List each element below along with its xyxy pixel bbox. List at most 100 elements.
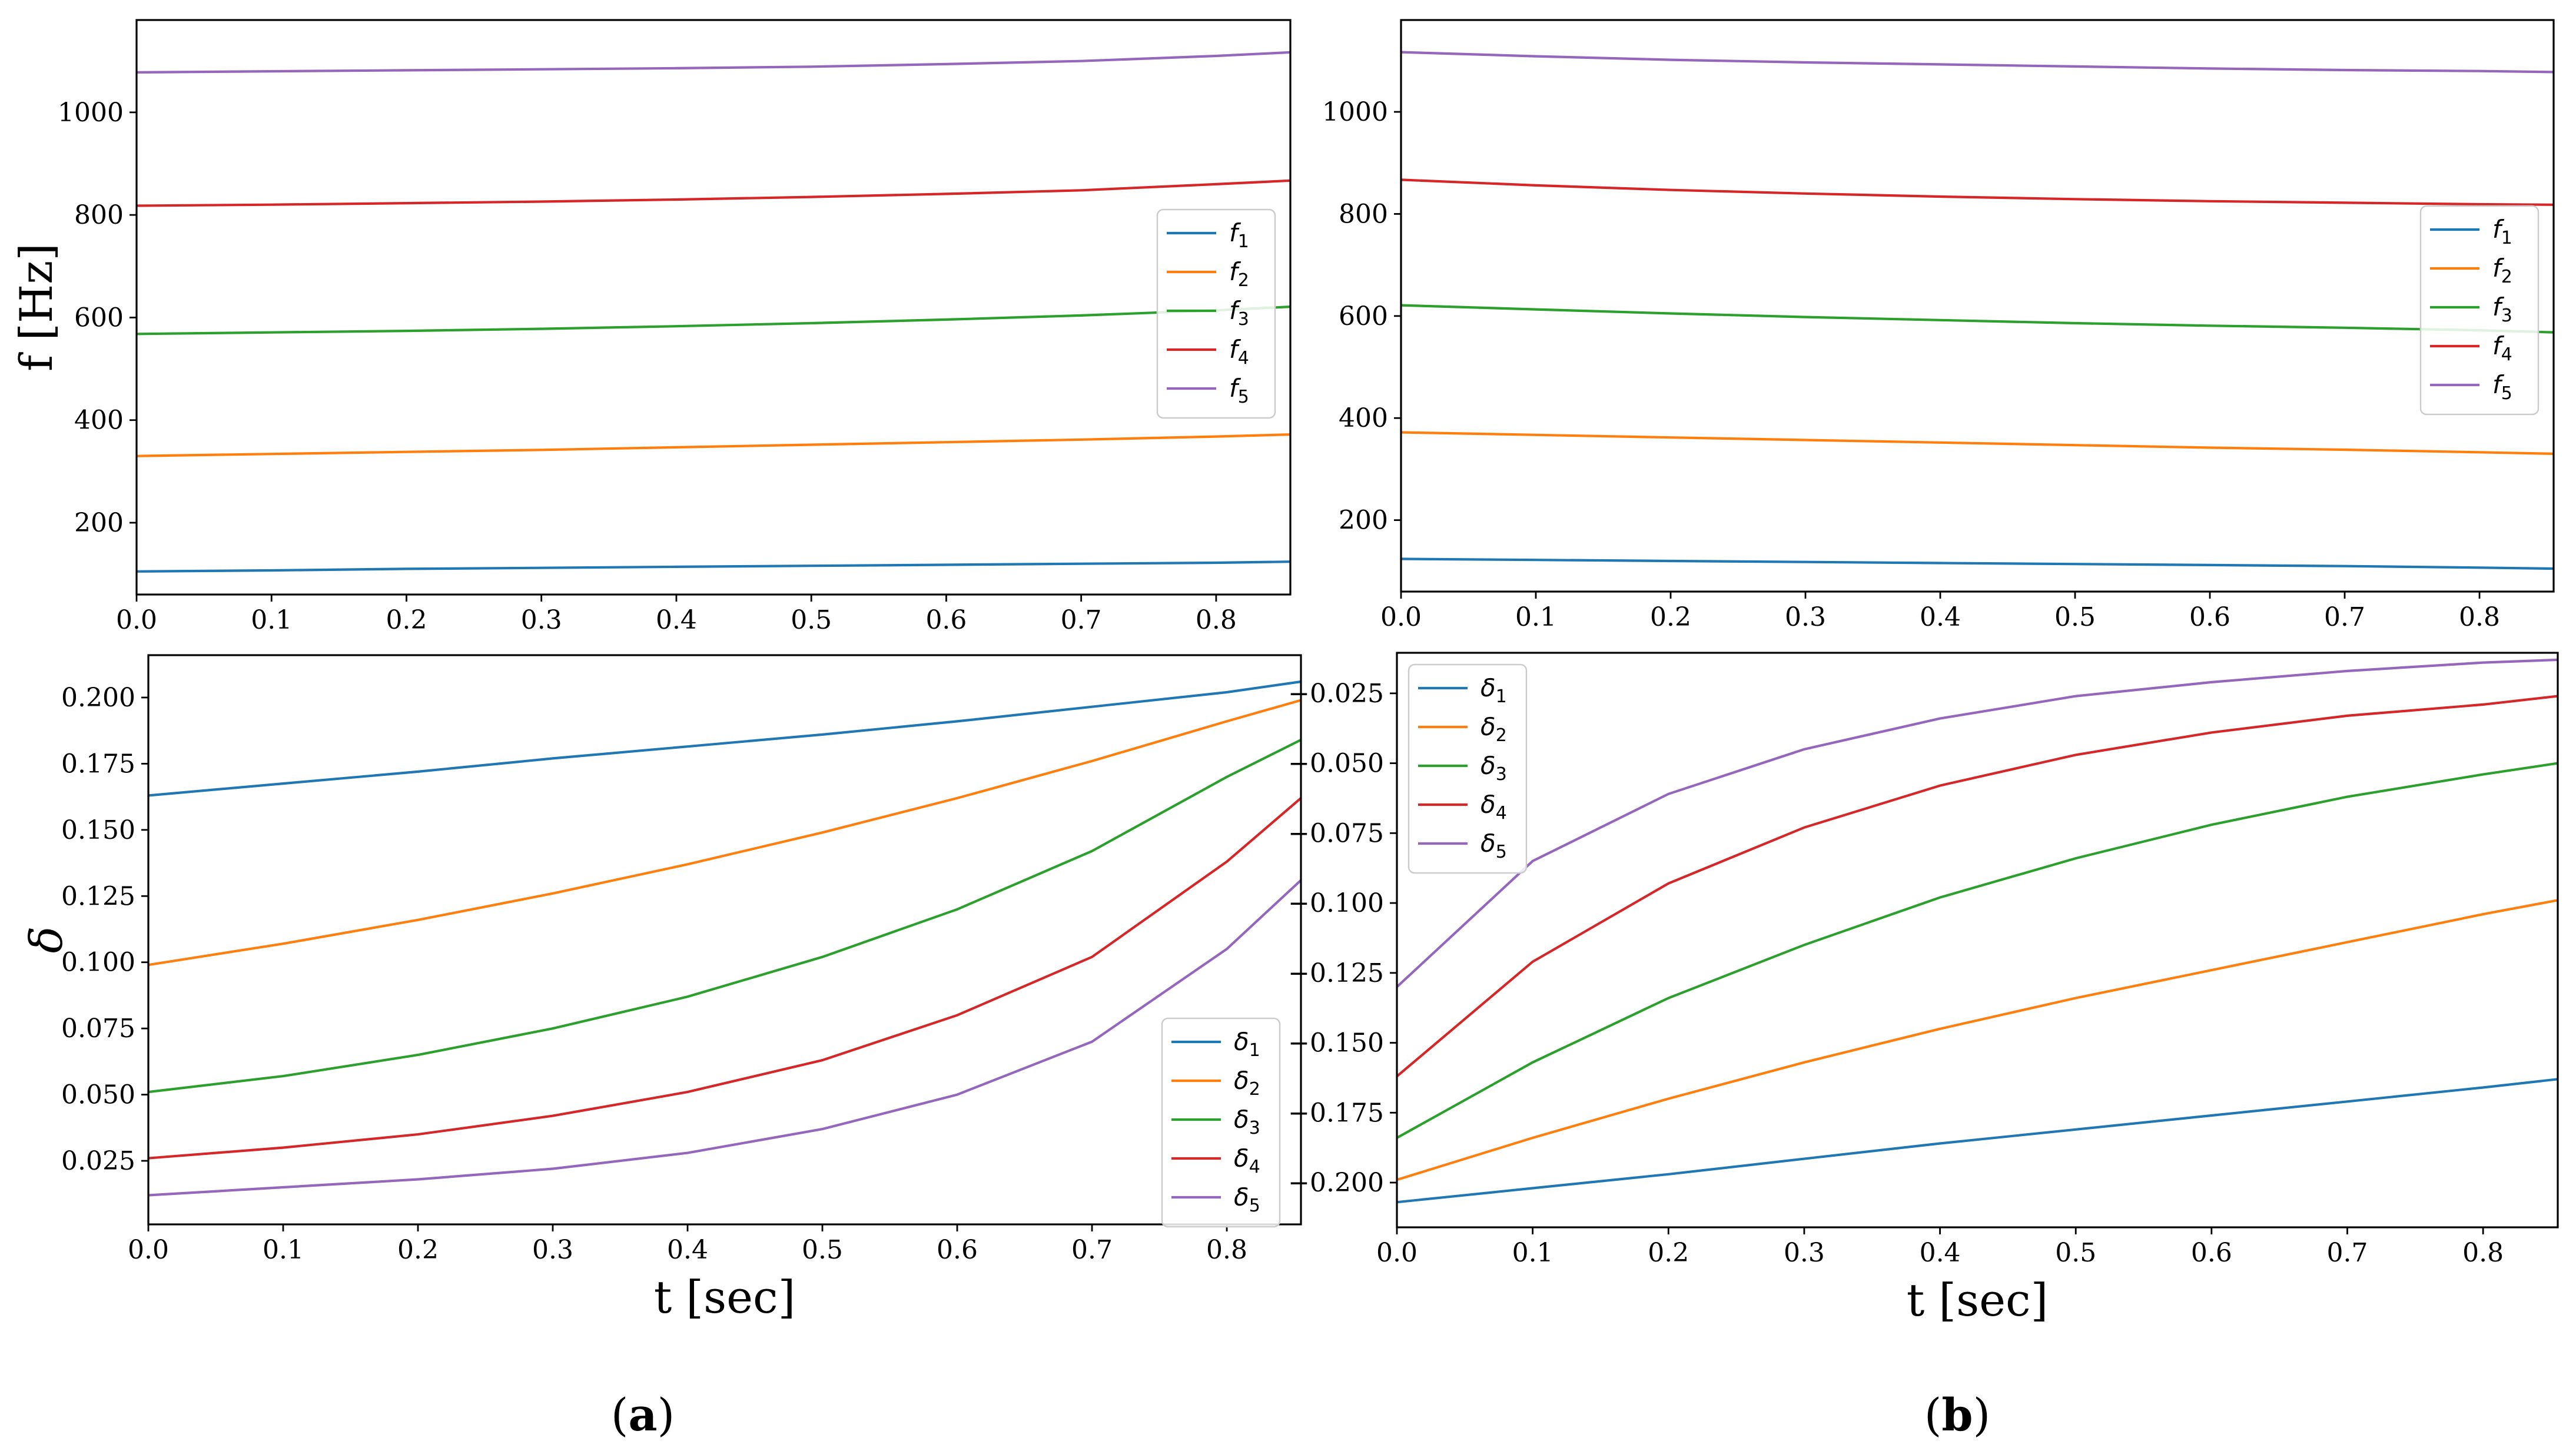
y-axis-label: δ — [20, 927, 72, 954]
y-tick-label: 0.125 — [61, 881, 135, 911]
y-axis-label: f [Hz] — [10, 243, 62, 371]
y-tick-label: 1000 — [58, 98, 124, 128]
y-tick-label: −0.025 — [1288, 679, 1384, 709]
x-tick-label: 0.3 — [532, 1235, 573, 1265]
y-tick-label: 0.175 — [61, 749, 135, 779]
x-tick-label: 0.7 — [1071, 1235, 1113, 1265]
legend-box — [2419, 205, 2540, 416]
y-tick-label: −0.200 — [1288, 1168, 1384, 1198]
x-tick-label: 0.0 — [1380, 602, 1422, 632]
y-tick-label: 0.200 — [61, 683, 135, 713]
series-line-b-delta-3 — [1396, 762, 2558, 1139]
x-tick-label: 0.5 — [2054, 602, 2096, 632]
series-line-b-delta-4 — [1396, 695, 2558, 1078]
series-line-b-delta-5 — [1396, 658, 2558, 988]
x-tick-label: 0.1 — [1512, 1238, 1553, 1268]
x-tick-label: 0.1 — [1515, 602, 1556, 632]
x-tick-label: 0.2 — [397, 1235, 439, 1265]
series-line-b-freq-2 — [1400, 431, 2554, 455]
series-line-a-freq-2 — [136, 433, 1291, 457]
y-tick-label: −0.050 — [1288, 749, 1384, 779]
caption-b-letter: b — [1941, 1389, 1973, 1441]
y-tick-label: 400 — [74, 406, 124, 436]
series-line-a-freq-3 — [136, 306, 1291, 336]
x-tick-label: 0.6 — [2189, 602, 2230, 632]
panel-a-freq: 0.0 0.1 0.2 0.3 0.4 0.5 0.6 0.7 0.8 200 400 600 800 1… — [10, 19, 1292, 635]
y-tick-label: 0.075 — [61, 1014, 135, 1044]
x-tick-label: 0.6 — [925, 605, 967, 635]
series-line-a-delta-4 — [148, 797, 1302, 1160]
series-line-b-freq-1 — [1400, 557, 2554, 570]
x-tick-label: 0.2 — [1648, 1238, 1689, 1268]
y-tick-label: −0.175 — [1288, 1098, 1384, 1128]
y-tick-label: 0.050 — [61, 1080, 135, 1110]
series-line-a-delta-5 — [148, 879, 1302, 1197]
y-tick-label: 800 — [1339, 199, 1388, 229]
legend-label: δ5 — [1480, 829, 1507, 862]
y-tick-label: 200 — [1339, 506, 1388, 536]
x-tick-label: 0.8 — [2462, 1238, 2504, 1268]
x-tick-label: 0.3 — [521, 605, 562, 635]
x-tick-label: 0.7 — [1061, 605, 1102, 635]
y-tick-label: 1000 — [1322, 97, 1388, 127]
legend-box — [1407, 663, 1528, 874]
x-tick-label: 0.4 — [667, 1235, 708, 1265]
x-tick-label: 0.4 — [1920, 1238, 1961, 1268]
x-tick-label: 0.5 — [791, 605, 832, 635]
x-tick-label: 0.4 — [656, 605, 697, 635]
series-line-b-freq-4 — [1400, 178, 2554, 206]
plot-frame — [147, 654, 1302, 1226]
x-tick-label: 0.7 — [2327, 1238, 2368, 1268]
x-tick-label: 0.3 — [1785, 602, 1826, 632]
x-tick-label: 0.0 — [128, 1235, 169, 1265]
series-line-a-delta-2 — [148, 699, 1302, 967]
x-tick-label: 0.0 — [116, 605, 157, 635]
x-tick-label: 0.2 — [1650, 602, 1691, 632]
plot-frame — [1396, 652, 2559, 1228]
x-tick-label: 0.8 — [1206, 1235, 1247, 1265]
x-tick-label: 0.8 — [2459, 602, 2500, 632]
series-line-a-delta-1 — [148, 680, 1302, 797]
y-tick-label: −0.100 — [1288, 888, 1384, 918]
series-line-b-freq-5 — [1400, 51, 2554, 74]
panel-a-delta: 0.0 0.1 0.2 0.3 0.4 0.5 0.6 0.7 0.8 0.025 0.050 0.0… — [20, 654, 1302, 1323]
x-tick-label: 0.5 — [802, 1235, 843, 1265]
panel-b-freq: 0.0 0.1 0.2 0.3 0.4 0.5 0.6 0.7 0.8 200 400 600 800 1… — [1322, 19, 2555, 632]
y-tick-label: 400 — [1339, 403, 1388, 433]
series-line-b-freq-3 — [1400, 304, 2554, 334]
y-tick-label: −0.075 — [1288, 818, 1384, 848]
x-axis-label: t [sec] — [1907, 1274, 2049, 1326]
y-tick-label: 200 — [74, 508, 124, 538]
x-tick-label: 0.4 — [1920, 602, 1961, 632]
y-tick-label: 0.100 — [61, 948, 135, 978]
y-tick-label: 600 — [1339, 301, 1388, 331]
x-axis-label: t [sec] — [654, 1271, 796, 1323]
x-tick-label: 0.6 — [2191, 1238, 2232, 1268]
caption-b: (b) — [1924, 1389, 1990, 1441]
panel-b-delta: 0.0 0.1 0.2 0.3 0.4 0.5 0.6 0.7 0.8 −0.200 −0.175 −… — [1288, 652, 2559, 1326]
y-tick-label: −0.150 — [1288, 1028, 1384, 1058]
panels: 0.0 0.1 0.2 0.3 0.4 0.5 0.6 0.7 0.8 200 400 600 800 1… — [10, 19, 2559, 1326]
plot-frame — [1400, 19, 2555, 593]
series-line-b-delta-2 — [1396, 899, 2558, 1181]
y-tick-label: 800 — [74, 200, 124, 230]
legend-box — [1161, 1017, 1281, 1228]
legend-box — [1156, 208, 1276, 419]
x-tick-label: 0.5 — [2055, 1238, 2096, 1268]
y-tick-label: −0.125 — [1288, 958, 1384, 988]
caption-a-letter: a — [628, 1389, 657, 1441]
y-tick-label: 600 — [74, 303, 124, 333]
x-tick-label: 0.6 — [937, 1235, 978, 1265]
caption-a: (a) — [611, 1389, 675, 1441]
y-tick-label: 0.025 — [61, 1146, 135, 1176]
x-tick-label: 0.0 — [1376, 1238, 1418, 1268]
series-line-a-freq-4 — [136, 179, 1291, 207]
series-line-a-freq-1 — [136, 560, 1291, 573]
series-line-a-freq-5 — [136, 51, 1291, 74]
x-tick-label: 0.7 — [2324, 602, 2365, 632]
